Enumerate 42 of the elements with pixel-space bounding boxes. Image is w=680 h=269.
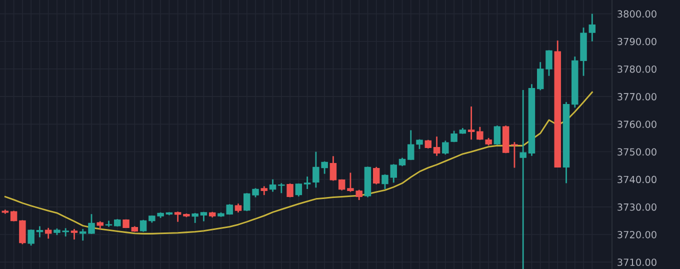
- candlestick: [88, 213, 95, 235]
- candlestick: [79, 228, 86, 242]
- y-tick-label: 3710.00: [618, 258, 656, 266]
- candlestick: [244, 192, 250, 212]
- y-tick-label: 3800.00: [618, 10, 656, 18]
- candlestick: [140, 219, 147, 232]
- candlestick: [372, 166, 380, 185]
- line-series: [4, 91, 593, 234]
- candlestick: [192, 212, 198, 224]
- y-tick-label: 3780.00: [618, 65, 656, 73]
- y-tick-label: 3740.00: [618, 176, 656, 184]
- candlestick: [174, 210, 182, 223]
- candlestick: [442, 140, 449, 156]
- y-tick-label: 3790.00: [618, 38, 656, 46]
- y-tick-label: 3760.00: [618, 120, 656, 128]
- candlestick: [588, 13, 596, 42]
- candlestick: [330, 155, 337, 182]
- candlestick: [269, 178, 276, 192]
- candlestick: [278, 182, 285, 194]
- candlestick: [416, 138, 423, 150]
- y-tick-label: 3730.00: [618, 203, 656, 211]
- candlestick: [408, 130, 414, 161]
- candlestick: [36, 226, 44, 238]
- candlestick: [304, 176, 311, 190]
- candlestick: [70, 228, 78, 240]
- candlestick: [286, 182, 294, 198]
- candlestick: [44, 227, 52, 240]
- candlestick: [546, 50, 552, 77]
- candlestick: [536, 61, 544, 91]
- candlestick: [468, 106, 475, 140]
- candlestick: [433, 136, 440, 157]
- candlestick: [476, 126, 484, 141]
- y-tick-label: 3770.00: [618, 93, 656, 100]
- candlestick: [252, 187, 259, 198]
- y-tick-label: 3720.00: [618, 230, 656, 238]
- candlestick: [10, 210, 18, 222]
- candlestick: [494, 124, 501, 146]
- candlestick: [19, 219, 26, 245]
- candlestick: [28, 228, 34, 246]
- y-tick-label: 3750.00: [618, 148, 656, 156]
- candlestick: [511, 141, 518, 168]
- candlestick: [295, 182, 302, 198]
